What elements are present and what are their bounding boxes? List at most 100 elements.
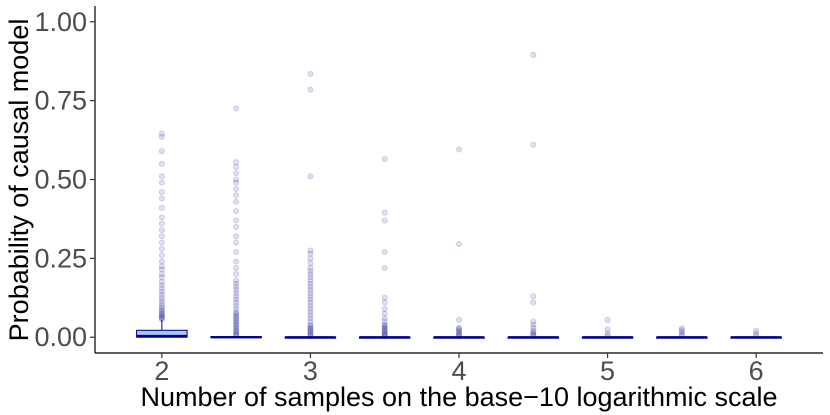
outlier-point (158, 252, 165, 259)
outlier-point (381, 294, 388, 301)
outlier-point (233, 299, 240, 306)
outlier-point (753, 332, 760, 339)
outlier-point (530, 299, 537, 306)
outlier-point (530, 331, 537, 338)
outlier-point (307, 293, 314, 300)
x-tick-label: 3 (303, 356, 318, 386)
outlier-point (158, 160, 165, 167)
outlier-point (158, 220, 165, 227)
outlier-point (381, 331, 388, 338)
box-body (136, 329, 188, 338)
outlier-point (233, 332, 240, 339)
outlier-point (158, 310, 165, 317)
outlier-point (307, 271, 314, 278)
outlier-point (158, 291, 165, 298)
outlier-point (158, 316, 165, 323)
outlier-point (233, 233, 240, 240)
outlier-point (530, 141, 537, 148)
outlier-point (158, 263, 165, 270)
outlier-point (158, 304, 165, 311)
y-axis-title: Probability of causal model (4, 19, 34, 342)
outlier-point (307, 326, 314, 333)
x-axis-title: Number of samples on the base−10 logarit… (140, 382, 777, 412)
outlier-point (381, 318, 388, 325)
outlier-point (530, 321, 537, 328)
outlier-point (158, 195, 165, 202)
outlier-point (307, 312, 314, 319)
outlier-point (233, 208, 240, 215)
outlier-point (158, 302, 165, 309)
outlier-point (158, 274, 165, 281)
outlier-point (233, 271, 240, 278)
outlier-point (307, 328, 314, 335)
outlier-point (307, 318, 314, 325)
outlier-point (753, 327, 760, 334)
outlier-point (233, 176, 240, 183)
outlier-point (307, 247, 314, 254)
y-tick-label: 0.25 (34, 243, 87, 273)
outlier-point (678, 329, 685, 336)
outlier-point (381, 310, 388, 317)
outlier-point (455, 146, 462, 153)
outlier-point (158, 179, 165, 186)
outlier-point (604, 330, 611, 337)
outlier-point (158, 279, 165, 286)
outlier-point (233, 192, 240, 199)
outlier-point (233, 316, 240, 323)
outlier-point (530, 330, 537, 337)
outlier-point (455, 326, 462, 333)
outlier-point (381, 333, 388, 340)
outlier-point (530, 327, 537, 334)
outlier-point (233, 170, 240, 177)
outlier-point (158, 297, 165, 304)
x-tick-label: 2 (154, 356, 169, 386)
outlier-point (233, 223, 240, 230)
outlier-point (753, 330, 760, 337)
boxes-layer (136, 319, 782, 339)
outlier-point (233, 318, 240, 325)
outlier-point (233, 321, 240, 328)
outlier-point (455, 333, 462, 340)
outlier-point (233, 323, 240, 330)
outlier-point (455, 329, 462, 336)
outlier-point (381, 264, 388, 271)
outlier-point (233, 324, 240, 331)
outlier-point (455, 331, 462, 338)
outlier-point (158, 245, 165, 252)
outlier-point (678, 325, 685, 332)
outlier-point (307, 302, 314, 309)
outlier-point (381, 326, 388, 333)
outlier-point (307, 324, 314, 331)
outlier-point (307, 305, 314, 312)
outlier-point (233, 217, 240, 224)
outlier-point (381, 325, 388, 332)
outlier-point (455, 324, 462, 331)
outlier-point (307, 308, 314, 315)
outlier-point (530, 332, 537, 339)
outlier-point (307, 86, 314, 93)
outlier-point (530, 318, 537, 325)
outlier-point (158, 148, 165, 155)
outlier-point (307, 321, 314, 328)
outlier-point (233, 198, 240, 205)
outlier-point (158, 306, 165, 313)
x-tick-label: 5 (600, 356, 615, 386)
y-tick-label: 1.00 (34, 7, 87, 37)
outlier-point (530, 51, 537, 58)
outlier-point (381, 305, 388, 312)
outlier-point (233, 293, 240, 300)
outlier-point (233, 179, 240, 186)
outlier-point (381, 327, 388, 334)
y-tick-label: 0.00 (34, 322, 87, 352)
outlier-point (307, 329, 314, 336)
outlier-point (307, 277, 314, 284)
outlier-point (307, 264, 314, 271)
outlier-point (158, 300, 165, 307)
outlier-point (307, 267, 314, 274)
outlier-point (233, 286, 240, 293)
outlier-point (233, 163, 240, 170)
outlier-point (233, 258, 240, 265)
outlier-point (158, 313, 165, 320)
outlier-point (604, 316, 611, 323)
